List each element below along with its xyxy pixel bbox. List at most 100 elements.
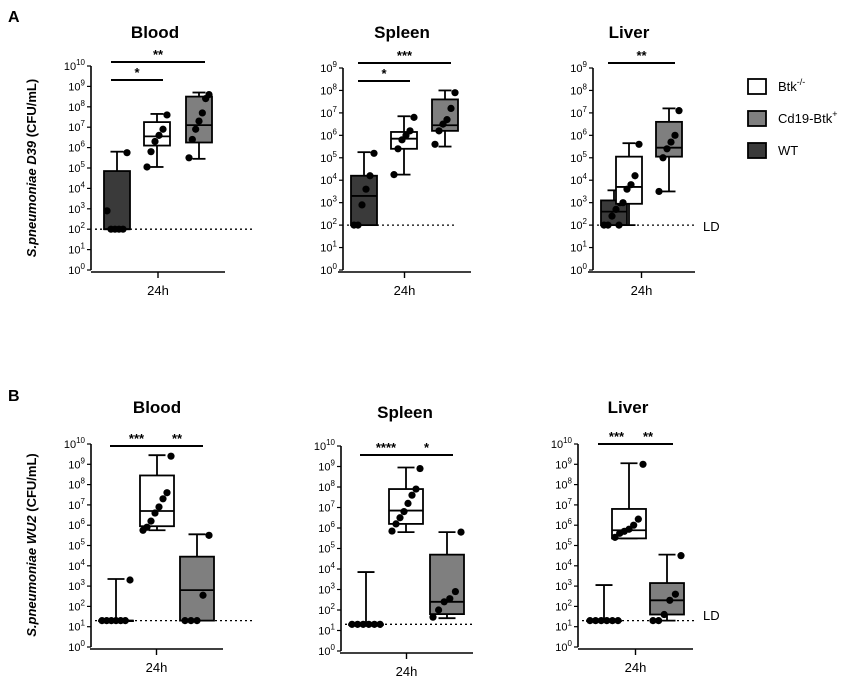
data-point	[147, 148, 155, 156]
data-point	[155, 131, 163, 139]
y-tick-label: 103	[570, 195, 587, 210]
y-tick-label: 100	[68, 262, 85, 277]
data-point	[663, 145, 671, 153]
data-point	[167, 452, 175, 460]
y-tick-label: 107	[68, 497, 85, 512]
box-btk-ko	[143, 111, 171, 171]
box-iqr	[139, 474, 175, 528]
data-point	[354, 620, 362, 628]
y-tick-label: 103	[68, 578, 85, 593]
data-point	[358, 201, 366, 209]
data-point	[119, 225, 127, 233]
y-tick-label: 1010	[64, 58, 86, 73]
y-tick-label: 109	[555, 456, 572, 471]
box-cd19-btk	[429, 528, 465, 621]
data-point	[625, 525, 633, 533]
data-point	[121, 617, 129, 625]
significance-label: *	[424, 440, 430, 455]
legend-label-btk-ko: Btk-/-	[778, 77, 805, 94]
box-iqr	[350, 174, 378, 227]
panel-letter-a: A	[8, 9, 20, 26]
y-tick-label: 100	[68, 639, 85, 654]
data-point	[370, 620, 378, 628]
data-point	[188, 135, 196, 144]
y-tick-label: 104	[68, 180, 85, 195]
box-iqr	[185, 95, 213, 144]
y-tick-label: 104	[570, 172, 587, 187]
data-point	[635, 140, 643, 148]
data-point	[354, 221, 362, 229]
y-tick-label: 1010	[64, 436, 86, 451]
data-point	[660, 610, 668, 619]
box-cd19-btk	[655, 107, 683, 196]
chart-b-liver: Liver 100 101 102 103 104 105 106 107 108 109 1010 2…	[551, 398, 697, 675]
data-point	[185, 154, 193, 162]
data-point	[396, 514, 404, 522]
significance-label: ***	[609, 429, 625, 444]
significance-label: **	[172, 431, 183, 446]
y-tick-label: 109	[570, 60, 587, 75]
box-cd19-btk	[179, 531, 215, 625]
data-point	[429, 613, 437, 621]
y-tick-label: 108	[68, 477, 85, 492]
significance-label: ****	[376, 440, 397, 455]
data-point	[592, 617, 600, 625]
box-wt	[98, 576, 134, 625]
chart-title: Blood	[131, 23, 179, 42]
data-point	[390, 171, 398, 179]
data-point	[147, 517, 155, 525]
data-point	[597, 617, 605, 625]
y-tick-label: 101	[68, 242, 85, 257]
data-point	[370, 149, 378, 157]
y-tick-label: 109	[68, 78, 85, 93]
data-point	[619, 199, 627, 207]
data-point	[366, 172, 374, 180]
y-tick-label: 108	[570, 82, 587, 97]
data-point	[603, 617, 611, 625]
data-point	[348, 620, 356, 628]
data-point	[630, 521, 638, 529]
y-tick-label: 108	[318, 479, 335, 494]
chart-title: Blood	[133, 398, 181, 417]
y-tick-label: 106	[320, 127, 337, 142]
y-tick-label: 105	[320, 150, 337, 165]
box-btk-ko	[388, 464, 424, 535]
data-point	[205, 90, 213, 99]
data-point	[451, 587, 459, 596]
y-tick-label: 104	[320, 172, 337, 187]
data-point	[126, 576, 134, 584]
chart-title: Liver	[609, 23, 650, 42]
data-point	[435, 606, 443, 614]
box-wt	[348, 571, 384, 628]
significance-label: **	[643, 429, 654, 444]
chart-title: Spleen	[374, 23, 430, 42]
significance-label: *	[134, 65, 140, 80]
chart-a-blood: Blood 100 101 102 103 104 105 106 107 108 109 1010 2…	[24, 23, 255, 298]
chart-title: Liver	[608, 398, 649, 417]
data-point	[406, 127, 414, 135]
data-point	[163, 489, 171, 497]
data-point	[655, 617, 663, 625]
x-tick-label: 24h	[394, 283, 416, 298]
y-tick-label: 106	[318, 520, 335, 535]
y-tick-label: 107	[68, 119, 85, 134]
legend-label-cd19-btk: Cd19-Btk+	[778, 109, 837, 126]
data-point	[443, 116, 451, 124]
y-tick-label: 106	[555, 517, 572, 532]
box-cd19-btk	[649, 552, 685, 625]
data-point	[655, 187, 663, 196]
data-point	[198, 109, 206, 117]
ld-label-a: LD	[703, 219, 720, 234]
box-iqr	[179, 555, 215, 622]
data-point	[394, 145, 402, 153]
box-iqr	[615, 155, 643, 205]
y-tick-label: 102	[318, 602, 335, 617]
chart-a-liver: Liver 100 101 102 103 104 105 106 107 108 109 24h **	[570, 23, 697, 298]
legend-label-wt: WT	[778, 143, 798, 158]
box-btk-ko	[139, 452, 175, 534]
data-point	[192, 125, 200, 133]
significance-label: ***	[129, 431, 145, 446]
y-tick-label: 105	[68, 160, 85, 175]
y-tick-label: 102	[555, 598, 572, 613]
data-point	[388, 527, 396, 535]
